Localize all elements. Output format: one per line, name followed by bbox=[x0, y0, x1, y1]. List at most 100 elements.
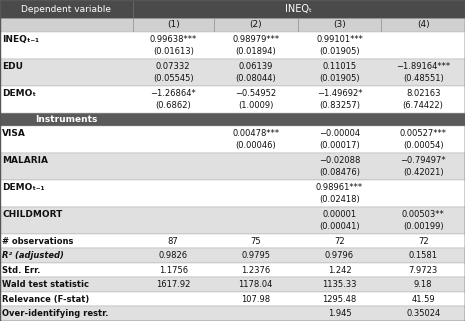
Text: # observations: # observations bbox=[2, 237, 73, 246]
Text: 0.00503**: 0.00503** bbox=[402, 210, 445, 219]
Text: −0.54952: −0.54952 bbox=[235, 89, 276, 98]
Text: Instruments: Instruments bbox=[35, 115, 98, 124]
Text: (0.01905): (0.01905) bbox=[319, 74, 360, 83]
Text: (0.00199): (0.00199) bbox=[403, 222, 444, 231]
Text: 0.98979***: 0.98979*** bbox=[232, 35, 279, 44]
Bar bbox=[133, 0, 465, 18]
Bar bbox=[0, 126, 465, 153]
Text: 1.2376: 1.2376 bbox=[241, 266, 270, 275]
Text: (0.01905): (0.01905) bbox=[319, 47, 360, 56]
Bar bbox=[0, 263, 465, 277]
Bar bbox=[0, 18, 133, 32]
Text: (0.08044): (0.08044) bbox=[235, 74, 276, 83]
Text: 9.18: 9.18 bbox=[414, 280, 432, 289]
Text: 1617.92: 1617.92 bbox=[156, 280, 190, 289]
Bar bbox=[381, 18, 465, 32]
Text: 1.945: 1.945 bbox=[328, 309, 351, 318]
Text: 1178.04: 1178.04 bbox=[239, 280, 273, 289]
Text: 87: 87 bbox=[168, 237, 179, 246]
Text: 7.9723: 7.9723 bbox=[409, 266, 438, 275]
Bar bbox=[0, 113, 465, 126]
Text: 0.98961***: 0.98961*** bbox=[316, 183, 363, 192]
Text: R² (adjusted): R² (adjusted) bbox=[2, 251, 64, 260]
Text: 0.99638***: 0.99638*** bbox=[150, 35, 197, 44]
Text: Relevance (F-stat): Relevance (F-stat) bbox=[2, 295, 90, 304]
Text: VISA: VISA bbox=[2, 129, 26, 138]
Text: 0.06139: 0.06139 bbox=[239, 62, 273, 71]
Text: 0.99101***: 0.99101*** bbox=[316, 35, 363, 44]
Bar bbox=[0, 153, 465, 180]
Text: −1.26864*: −1.26864* bbox=[150, 89, 196, 98]
Text: (0.00017): (0.00017) bbox=[319, 141, 360, 150]
Bar bbox=[214, 18, 298, 32]
Text: (0.00041): (0.00041) bbox=[319, 222, 360, 231]
Bar bbox=[0, 248, 465, 263]
Text: (3): (3) bbox=[333, 21, 346, 30]
Text: 72: 72 bbox=[334, 237, 345, 246]
Text: 0.07332: 0.07332 bbox=[156, 62, 191, 71]
Text: (0.01894): (0.01894) bbox=[235, 47, 276, 56]
Text: (0.01613): (0.01613) bbox=[153, 47, 193, 56]
Text: 72: 72 bbox=[418, 237, 428, 246]
Text: −1.89164***: −1.89164*** bbox=[396, 62, 450, 71]
Text: (0.42021): (0.42021) bbox=[403, 168, 444, 177]
Text: 75: 75 bbox=[251, 237, 261, 246]
Text: (0.48551): (0.48551) bbox=[403, 74, 444, 83]
Text: −0.00004: −0.00004 bbox=[319, 129, 360, 138]
Bar bbox=[0, 307, 465, 321]
Text: (1.0009): (1.0009) bbox=[238, 101, 273, 110]
Text: CHILDMORT: CHILDMORT bbox=[2, 210, 63, 219]
Text: 1.1756: 1.1756 bbox=[159, 266, 188, 275]
Text: (4): (4) bbox=[417, 21, 430, 30]
Text: 1295.48: 1295.48 bbox=[322, 295, 357, 304]
Text: (2): (2) bbox=[249, 21, 262, 30]
Text: 41.59: 41.59 bbox=[412, 295, 435, 304]
Text: 0.00478***: 0.00478*** bbox=[232, 129, 279, 138]
Text: Dependent variable: Dependent variable bbox=[21, 4, 111, 13]
Text: 1.242: 1.242 bbox=[328, 266, 351, 275]
Text: 107.98: 107.98 bbox=[241, 295, 270, 304]
Text: −1.49692*: −1.49692* bbox=[317, 89, 362, 98]
Text: 0.00527***: 0.00527*** bbox=[399, 129, 447, 138]
Text: 8.02163: 8.02163 bbox=[406, 89, 440, 98]
Text: INEQₜ₋₁: INEQₜ₋₁ bbox=[2, 35, 40, 44]
Text: 0.00001: 0.00001 bbox=[322, 210, 357, 219]
Bar bbox=[298, 18, 381, 32]
Bar bbox=[0, 32, 465, 59]
Bar bbox=[0, 292, 465, 307]
Text: Wald test statistic: Wald test statistic bbox=[2, 280, 89, 289]
Text: (0.08476): (0.08476) bbox=[319, 168, 360, 177]
Text: INEQₜ: INEQₜ bbox=[285, 4, 312, 14]
Text: −0.79497*: −0.79497* bbox=[400, 156, 446, 165]
Text: DEMOₜ: DEMOₜ bbox=[2, 89, 36, 98]
Text: 1135.33: 1135.33 bbox=[322, 280, 357, 289]
Text: 0.11015: 0.11015 bbox=[322, 62, 357, 71]
Bar bbox=[0, 207, 465, 234]
Text: 0.1581: 0.1581 bbox=[409, 251, 438, 260]
Bar bbox=[0, 234, 465, 248]
Text: (0.05545): (0.05545) bbox=[153, 74, 193, 83]
Text: (1): (1) bbox=[167, 21, 179, 30]
Text: MALARIA: MALARIA bbox=[2, 156, 48, 165]
Text: Over-identifying restr.: Over-identifying restr. bbox=[2, 309, 109, 318]
Text: Std. Err.: Std. Err. bbox=[2, 266, 41, 275]
Bar bbox=[0, 277, 465, 292]
Text: (0.02418): (0.02418) bbox=[319, 195, 360, 204]
Text: EDU: EDU bbox=[2, 62, 23, 71]
Text: 0.9796: 0.9796 bbox=[325, 251, 354, 260]
Text: (0.00046): (0.00046) bbox=[235, 141, 276, 150]
Bar bbox=[0, 180, 465, 207]
Bar bbox=[0, 59, 465, 86]
Bar bbox=[0, 86, 465, 113]
Text: (6.74422): (6.74422) bbox=[403, 101, 444, 110]
Bar bbox=[133, 18, 214, 32]
Text: (0.6862): (0.6862) bbox=[155, 101, 191, 110]
Text: −0.02088: −0.02088 bbox=[319, 156, 360, 165]
Bar bbox=[0, 0, 133, 18]
Text: (0.00054): (0.00054) bbox=[403, 141, 444, 150]
Text: 0.9795: 0.9795 bbox=[241, 251, 270, 260]
Text: 0.9826: 0.9826 bbox=[159, 251, 188, 260]
Text: (0.83257): (0.83257) bbox=[319, 101, 360, 110]
Text: DEMOₜ₋₁: DEMOₜ₋₁ bbox=[2, 183, 45, 192]
Text: 0.35024: 0.35024 bbox=[406, 309, 440, 318]
